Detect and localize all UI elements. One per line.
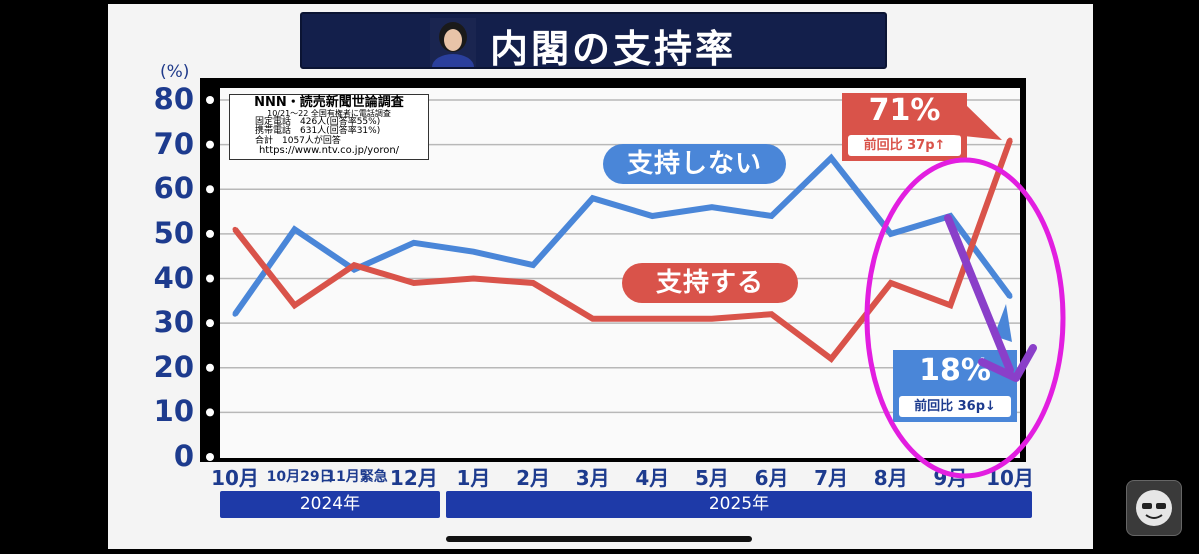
approve-callout: 71% 前回比 37p↑: [842, 93, 967, 161]
tick-dot: [206, 229, 214, 238]
x-tick-label: 2月: [516, 466, 551, 490]
survey-total: 合計 1057人が回答: [255, 135, 341, 146]
home-indicator: [446, 536, 752, 542]
approve-point: [649, 316, 655, 322]
survey-mobile: 携帯電話 631人(回答率31%): [255, 126, 381, 137]
approve-point: [411, 280, 417, 286]
tick-dot: [206, 96, 214, 104]
disapprove-change: 前回比 36p↓: [899, 396, 1011, 417]
disapprove-latest-value: 18%: [919, 353, 991, 388]
tick-dot: [206, 140, 214, 149]
title-banner: 内閣の支持率: [300, 12, 887, 71]
y-tick-label: 50: [153, 215, 194, 250]
tick-dot: [206, 408, 214, 417]
disapprove-point: [530, 262, 536, 268]
approve-point: [828, 356, 834, 362]
y-tick-label: 40: [153, 260, 194, 295]
x-tick-label: 6月: [754, 466, 789, 490]
approve-point: [292, 302, 298, 308]
y-tick-label: 80: [153, 82, 194, 116]
prime-minister-portrait: [430, 18, 476, 67]
channel-logo: [1126, 480, 1182, 536]
x-tick-label: 12月: [389, 466, 438, 490]
disapprove-point: [590, 195, 596, 201]
approve-point: [351, 262, 357, 268]
approve-point: [470, 276, 476, 281]
approve-point: [590, 316, 596, 322]
survey-landline: 固定電話 426人(回答率55%): [255, 117, 381, 128]
y-tick-label: 0: [173, 439, 194, 473]
x-tick-label: 1月: [456, 466, 491, 490]
survey-method: 10/21～22 全国有権者に電話調査: [267, 108, 391, 118]
approve-point: [888, 280, 894, 286]
approve-series-label: 支持する: [622, 263, 798, 303]
disapprove-point: [709, 204, 715, 210]
tick-dot: [206, 453, 214, 461]
disapprove-point: [292, 226, 298, 232]
tick-dot: [206, 363, 214, 372]
survey-source-box: NNN・読売新聞世論調査 10/21～22 全国有権者に電話調査 固定電話 42…: [229, 94, 429, 160]
year-2025-bar: 2025年: [446, 491, 1032, 518]
x-tick-label: 4月: [635, 466, 670, 490]
y-tick-label: 60: [153, 171, 194, 206]
disapprove-point: [232, 311, 238, 317]
approve-latest-value: 71%: [868, 93, 941, 128]
disapprove-point: [411, 240, 417, 246]
year-2024-bar: 2024年: [220, 491, 440, 518]
disapprove-point: [1007, 293, 1013, 299]
page-title: 内閣の支持率: [490, 27, 737, 71]
y-tick-label: 30: [153, 305, 194, 340]
x-tick-label: 10月29日: [266, 469, 334, 485]
x-tick-label: 10月: [211, 466, 259, 490]
y-tick-label: 20: [153, 349, 194, 384]
x-tick-label: 3月: [575, 466, 610, 490]
disapprove-point: [769, 213, 775, 219]
tick-dot: [206, 185, 214, 194]
y-axis-unit: (%): [160, 62, 190, 82]
x-tick-label: 5月: [694, 466, 729, 490]
approve-point: [530, 280, 536, 286]
disapprove-point: [947, 213, 953, 219]
survey-url: https://www.ntv.co.jp/yoron/: [258, 145, 400, 157]
approve-point: [769, 311, 775, 317]
x-tick-label: 10月: [986, 466, 1034, 490]
y-tick-label: 10: [153, 394, 194, 429]
approve-point: [947, 302, 953, 308]
disapprove-callout: 18% 前回比 36p↓: [893, 350, 1017, 422]
x-tick-label: 7月: [814, 466, 849, 490]
approve-point: [232, 226, 238, 232]
disapprove-point: [470, 249, 476, 255]
disapprove-point: [649, 213, 655, 219]
y-tick-label: 70: [153, 126, 194, 161]
approve-point: [1007, 137, 1013, 143]
disapprove-point: [888, 231, 894, 237]
disapprove-series-label: 支持しない: [603, 144, 786, 184]
x-tick-label: 8月: [873, 466, 908, 490]
tick-dot: [206, 274, 214, 283]
survey-name: NNN・読売新聞世論調査: [254, 95, 404, 110]
x-tick-label: 11月緊急: [326, 469, 388, 485]
disapprove-point: [828, 155, 834, 161]
tick-dot: [206, 319, 214, 328]
approve-change: 前回比 37p↑: [848, 135, 961, 156]
approve-point: [709, 316, 715, 322]
x-tick-label: 9月: [933, 466, 968, 490]
